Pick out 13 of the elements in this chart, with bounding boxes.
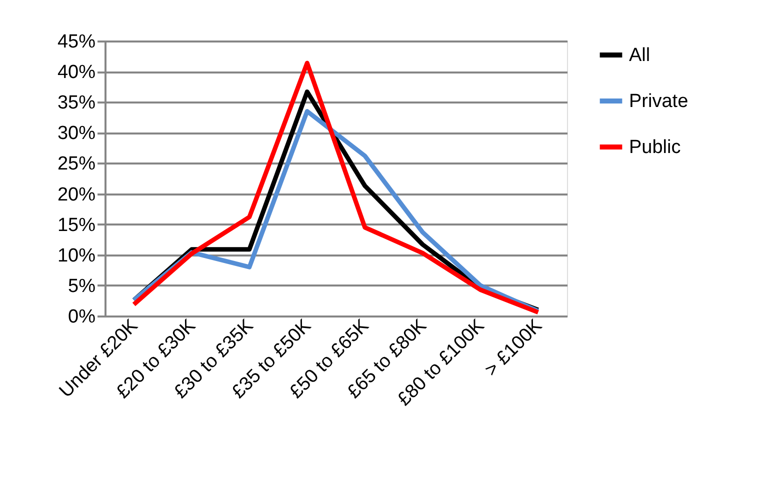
- y-tick-label: 45%: [57, 32, 96, 52]
- y-tick-label: 20%: [57, 184, 96, 206]
- y-tick-label: 35%: [57, 92, 96, 114]
- y-tick-label: 5%: [68, 276, 96, 297]
- y-tick-label: 15%: [57, 214, 96, 236]
- legend-label: Public: [629, 137, 681, 158]
- y-tick-label: 0%: [68, 306, 96, 328]
- legend-label: All: [629, 45, 650, 66]
- legend-label: Private: [629, 91, 688, 112]
- y-tick-label: 25%: [57, 154, 96, 175]
- y-tick-label: 30%: [57, 123, 96, 144]
- y-tick-label: 40%: [57, 62, 96, 84]
- y-tick-label: 10%: [57, 245, 96, 266]
